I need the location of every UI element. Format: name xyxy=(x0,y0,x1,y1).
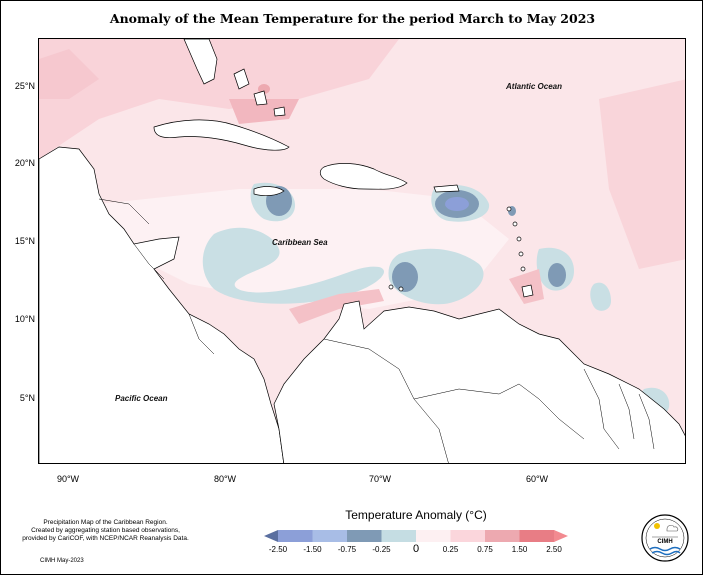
legend-swatch-1 xyxy=(278,530,313,542)
bahamas-island-1 xyxy=(233,68,250,90)
x-tick-90w: 90°W xyxy=(56,474,80,484)
florida-land xyxy=(183,39,218,85)
atlantic-ocean-label: Atlantic Ocean xyxy=(506,82,563,91)
caribbean-sea-label: Caribbean Sea xyxy=(272,238,328,247)
legend-label-2: -0.75 xyxy=(337,545,357,554)
south-america-land xyxy=(273,300,685,463)
antilles-island-3 xyxy=(516,236,522,242)
antilles-island-4 xyxy=(518,251,524,257)
cimh-logo: CIMH xyxy=(641,514,689,562)
legend-label-5: 0.25 xyxy=(442,545,459,554)
wave-icon-1 xyxy=(649,546,681,552)
bahamas-island-2 xyxy=(253,90,268,106)
y-tick-15n: 15°N xyxy=(14,236,35,246)
trinidad-island xyxy=(521,284,534,298)
antilles-island-5 xyxy=(520,266,526,272)
legend-swatch-9 xyxy=(554,530,568,542)
legend-colorbar xyxy=(264,530,568,542)
legend-swatch-2 xyxy=(312,530,348,542)
legend-swatch-5 xyxy=(416,530,451,542)
x-tick-80w: 80°W xyxy=(213,474,237,484)
x-tick-60w: 60°W xyxy=(525,474,549,484)
puerto-rico-island xyxy=(433,184,460,193)
cool-patch-southeast xyxy=(388,248,484,305)
warm-patch-north xyxy=(39,39,399,159)
y-tick-25n: 25°N xyxy=(14,81,35,91)
cool-patch-central-caribbean xyxy=(202,227,385,304)
abc-island-2 xyxy=(398,286,404,292)
credits-line-3: provided by CariCOF, with NCEP/NCAR Rean… xyxy=(22,535,189,542)
cool-core-lesser-antilles xyxy=(548,263,566,287)
wave-icon-2 xyxy=(651,550,681,556)
map-title: Anomaly of the Mean Temperature for the … xyxy=(109,11,596,26)
cool-core-southeast xyxy=(392,262,418,292)
warm-patch-bahamas xyxy=(229,99,299,124)
sun-icon xyxy=(654,523,660,529)
legend-title: Temperature Anomaly (°C) xyxy=(345,508,487,522)
legend-label-3: -0.25 xyxy=(372,545,391,554)
hispaniola-island xyxy=(319,163,408,190)
jamaica-island xyxy=(253,186,285,197)
credits-text: Precipitation Map of the Caribbean Regio… xyxy=(8,519,203,543)
legend-swatch-6 xyxy=(450,530,486,542)
warm-patch-east xyxy=(599,79,685,269)
legend-label-0: -2.50 xyxy=(268,545,288,554)
legend-label-4: 0 xyxy=(412,543,420,555)
cool-core-puerto-rico-inner xyxy=(445,197,469,211)
country-borders xyxy=(98,198,655,463)
legend-swatch-4 xyxy=(381,530,417,542)
logo-ring xyxy=(641,514,689,562)
antilles-island-2 xyxy=(512,221,518,227)
legend-label-6: 0.75 xyxy=(477,545,493,554)
legend-swatch-7 xyxy=(485,530,520,542)
y-tick-10n: 10°N xyxy=(14,314,35,324)
credits-line-2: Created by aggregating station based obs… xyxy=(31,527,180,534)
anomaly-map xyxy=(39,39,685,463)
legend-label-7: 1.50 xyxy=(511,545,528,554)
warm-core-bahamas xyxy=(258,84,270,94)
cool-patch-east-small xyxy=(590,282,611,311)
central-america-land xyxy=(39,146,285,463)
x-tick-70w: 70°W xyxy=(368,474,392,484)
legend-swatch-0 xyxy=(264,530,278,542)
legend-label-8: 2.50 xyxy=(546,545,562,554)
antilles-island-1 xyxy=(506,206,512,212)
warm-patch-colombia-coast xyxy=(289,289,384,324)
logo-text: CIMH xyxy=(657,539,672,545)
pacific-ocean-label: Pacific Ocean xyxy=(115,394,168,403)
cloud-icon xyxy=(666,524,679,532)
y-tick-20n: 20°N xyxy=(14,158,35,168)
logo-inner-ring xyxy=(645,518,685,558)
credits-date: CIMH May-2023 xyxy=(40,558,84,564)
map-panel xyxy=(38,38,686,464)
legend-label-1: -1.50 xyxy=(303,545,322,554)
abc-island-1 xyxy=(388,284,394,290)
bahamas-island-3 xyxy=(273,106,286,117)
legend-swatch-3 xyxy=(347,530,382,542)
warm-patch-gulf xyxy=(39,49,99,99)
land-outlines xyxy=(39,39,685,463)
cuba-island xyxy=(153,119,290,151)
legend-swatch-8 xyxy=(519,530,555,542)
credits-line-1: Precipitation Map of the Caribbean Regio… xyxy=(43,519,168,526)
y-tick-5n: 5°N xyxy=(19,393,35,403)
